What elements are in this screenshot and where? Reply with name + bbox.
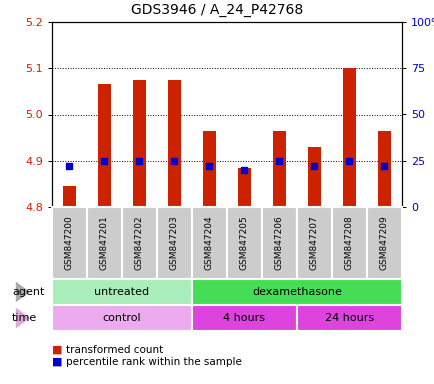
- Bar: [191, 279, 401, 305]
- Text: GSM847206: GSM847206: [274, 216, 283, 270]
- Text: ■: ■: [52, 357, 62, 367]
- Point: [345, 158, 352, 164]
- Text: transformed count: transformed count: [66, 345, 163, 355]
- Point: [276, 158, 283, 164]
- Text: GSM847209: GSM847209: [379, 216, 388, 270]
- Text: control: control: [102, 313, 141, 323]
- Text: untreated: untreated: [94, 287, 149, 297]
- Text: 4 hours: 4 hours: [223, 313, 265, 323]
- Bar: [191, 305, 296, 331]
- Point: [240, 167, 247, 173]
- Text: 24 hours: 24 hours: [324, 313, 373, 323]
- Point: [380, 163, 387, 169]
- Bar: [308, 147, 320, 207]
- Bar: [52, 279, 191, 305]
- Polygon shape: [16, 281, 30, 303]
- Bar: [52, 305, 191, 331]
- Bar: [63, 186, 76, 207]
- Text: dexamethasone: dexamethasone: [251, 287, 341, 297]
- Bar: [296, 207, 331, 279]
- Text: GDS3946 / A_24_P42768: GDS3946 / A_24_P42768: [131, 3, 303, 17]
- Polygon shape: [16, 308, 30, 328]
- Point: [136, 158, 143, 164]
- Point: [101, 158, 108, 164]
- Bar: [378, 131, 390, 207]
- Bar: [342, 68, 355, 207]
- Text: GSM847202: GSM847202: [135, 216, 144, 270]
- Point: [66, 163, 73, 169]
- Bar: [296, 305, 401, 331]
- Bar: [366, 207, 401, 279]
- Text: agent: agent: [12, 287, 44, 297]
- Bar: [168, 80, 180, 207]
- Text: GSM847207: GSM847207: [309, 216, 318, 270]
- Bar: [133, 80, 145, 207]
- Bar: [98, 84, 110, 207]
- Bar: [191, 207, 227, 279]
- Point: [171, 158, 178, 164]
- Text: time: time: [12, 313, 37, 323]
- Text: GSM847200: GSM847200: [65, 216, 74, 270]
- Point: [206, 163, 213, 169]
- Point: [310, 163, 317, 169]
- Bar: [227, 207, 261, 279]
- Text: GSM847208: GSM847208: [344, 216, 353, 270]
- Bar: [273, 131, 285, 207]
- Bar: [122, 207, 157, 279]
- Bar: [157, 207, 191, 279]
- Text: GSM847201: GSM847201: [100, 216, 109, 270]
- Bar: [52, 207, 87, 279]
- Bar: [238, 168, 250, 207]
- Bar: [203, 131, 215, 207]
- Text: percentile rank within the sample: percentile rank within the sample: [66, 357, 241, 367]
- Bar: [331, 207, 366, 279]
- Text: GSM847203: GSM847203: [170, 216, 178, 270]
- Text: GSM847204: GSM847204: [204, 216, 214, 270]
- Text: ■: ■: [52, 345, 62, 355]
- Text: GSM847205: GSM847205: [240, 216, 248, 270]
- Bar: [87, 207, 122, 279]
- Bar: [261, 207, 296, 279]
